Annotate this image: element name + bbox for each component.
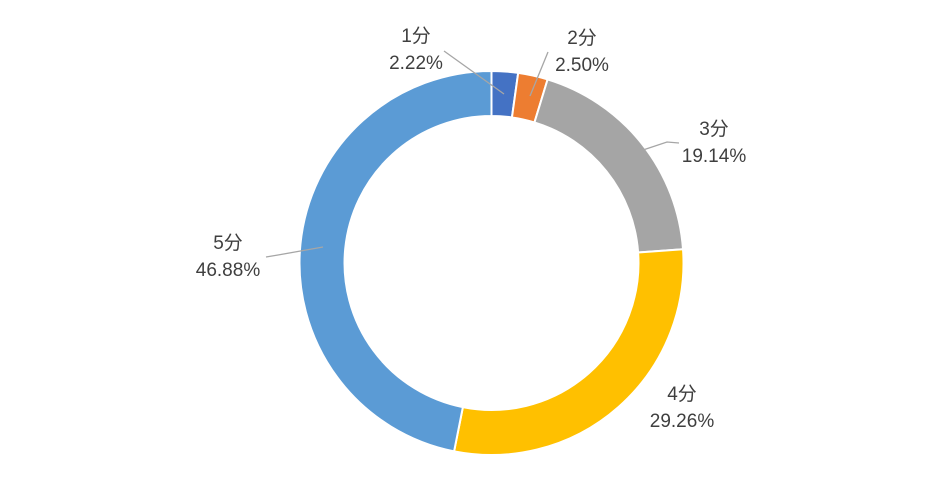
leader-line-1fen (443, 50, 505, 95)
data-label-3fen: 3分 19.14% (682, 116, 746, 170)
data-label-4fen-category: 4分 (667, 384, 697, 405)
data-label-1fen: 1分 2.22% (389, 23, 443, 77)
data-label-3fen-percent: 19.14% (681, 146, 747, 167)
data-label-1fen-category: 1分 (401, 26, 431, 47)
data-label-1fen-percent: 2.22% (389, 53, 443, 74)
data-label-4fen-percent: 29.26% (649, 411, 715, 432)
donut-segment-5fen (298, 70, 493, 453)
donut-segment-3fen (533, 78, 685, 254)
data-label-2fen-percent: 2.50% (555, 55, 609, 76)
data-label-4fen: 4分 29.26% (650, 381, 714, 435)
data-label-5fen-category: 5分 (213, 233, 243, 254)
data-label-5fen: 5分 46.88% (196, 230, 260, 284)
data-label-2fen-category: 2分 (567, 28, 597, 49)
data-label-2fen: 2分 2.50% (555, 25, 609, 79)
leader-line-2fen (529, 51, 549, 97)
leader-line-5fen (265, 246, 324, 258)
data-label-5fen-percent: 46.88% (195, 260, 261, 281)
data-label-3fen-category: 3分 (699, 119, 729, 140)
leader-line-3fen (642, 141, 680, 151)
